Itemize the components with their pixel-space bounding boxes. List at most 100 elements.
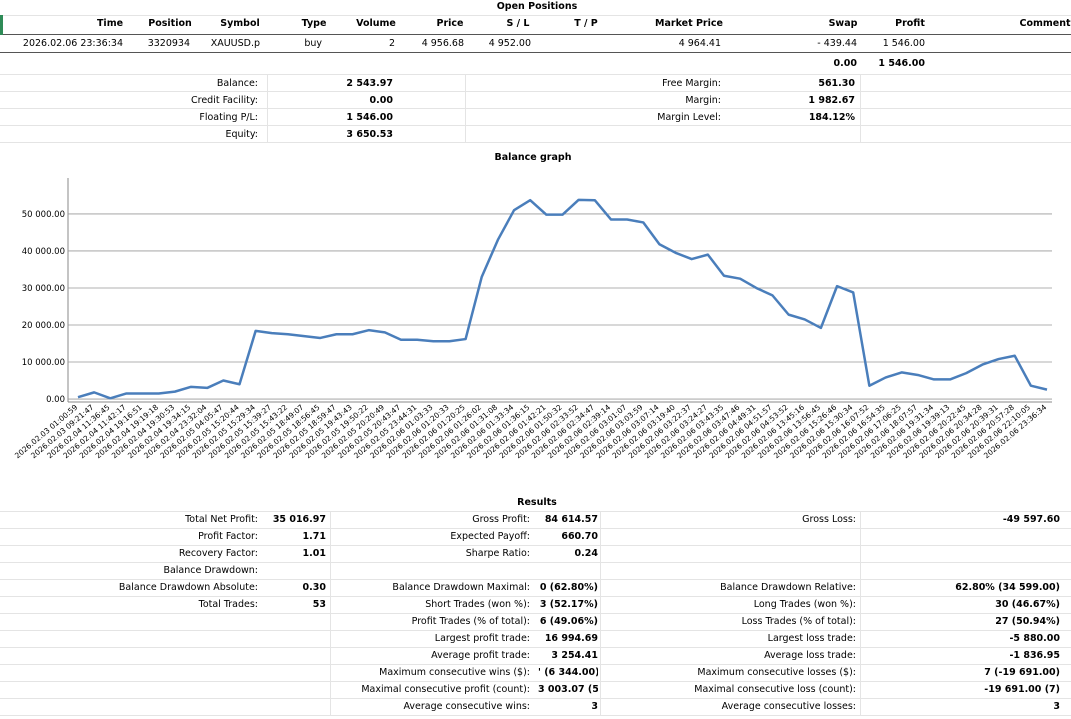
account-value: 561.30 (818, 78, 855, 89)
result-value: 660.70 (561, 531, 598, 542)
position-cell: - 439.44 (817, 38, 857, 49)
result-value: 84 614.57 (544, 514, 598, 525)
result-value: 35 016.97 (272, 514, 326, 525)
result-label: Loss Trades (% of total): (741, 616, 856, 627)
result-label: Largest profit trade: (434, 633, 530, 644)
chart-title: Balance graph (494, 152, 572, 163)
grid-line (330, 511, 331, 715)
section-title: Open Positions (496, 1, 578, 12)
position-cell: 1 546.00 (882, 38, 925, 49)
grid-line (0, 545, 1071, 546)
column-header: Volume (356, 18, 396, 29)
result-value: 30 (46.67%) (995, 599, 1060, 610)
position-cell: 3320934 (147, 38, 190, 49)
result-value: 6 (49.06%) (539, 616, 598, 627)
result-label: Expected Payoff: (450, 531, 530, 542)
account-label: Balance: (216, 78, 258, 89)
result-label: Maximal consecutive loss (count): (694, 684, 856, 695)
grid-line (0, 74, 1071, 75)
result-label: Average consecutive losses: (721, 701, 856, 712)
grid-line (0, 511, 1071, 512)
column-header: Type (301, 18, 327, 29)
grid-line (0, 528, 1071, 529)
position-cell: 2 (388, 38, 395, 49)
grid-line (0, 579, 1071, 580)
grid-line (0, 630, 1071, 631)
grid-line (0, 596, 1071, 597)
result-label: Gross Profit: (472, 514, 530, 525)
account-value: 0.00 (369, 95, 393, 106)
result-label: Maximal consecutive profit (count): (361, 684, 530, 695)
grid-line (0, 562, 1071, 563)
result-value: 3 254.41 (551, 650, 598, 661)
grid-line (0, 142, 1071, 143)
grid-line (465, 74, 466, 142)
column-header: Time (96, 18, 124, 29)
column-header: S / L (506, 18, 530, 29)
result-label: Average consecutive wins: (403, 701, 530, 712)
result-value: 53 (312, 599, 326, 610)
result-label: Maximum consecutive losses ($): (697, 667, 856, 678)
account-value: 1 546.00 (346, 112, 393, 123)
grid-line (860, 511, 861, 715)
account-label: Margin Level: (657, 112, 721, 123)
y-tick-label: 0.00 (46, 395, 65, 405)
result-label: Balance Drawdown Absolute: (118, 582, 258, 593)
result-value: -5 880.00 (1009, 633, 1060, 644)
column-header: Position (148, 18, 192, 29)
account-label: Margin: (685, 95, 721, 106)
result-value: ' (6 344.00) (538, 667, 598, 678)
result-label: Sharpe Ratio: (465, 548, 530, 559)
position-cell: buy (304, 38, 322, 49)
row-marker (0, 15, 3, 35)
position-cell: 4 952.00 (488, 38, 531, 49)
result-value: 0.24 (574, 548, 598, 559)
column-header: Comment (1019, 18, 1071, 29)
result-value: 3 (1053, 701, 1060, 712)
row-border (0, 52, 1071, 53)
account-value: 184.12% (808, 112, 855, 123)
result-label: Recovery Factor: (178, 548, 258, 559)
position-cell: XAUUSD.p (210, 38, 260, 49)
result-value: 27 (50.94%) (995, 616, 1060, 627)
account-label: Free Margin: (662, 78, 721, 89)
grid-line (0, 108, 1071, 109)
result-label: Total Trades: (198, 599, 258, 610)
account-label: Credit Facility: (190, 95, 258, 106)
y-tick-label: 30 000.00 (22, 284, 65, 294)
result-label: Total Net Profit: (185, 514, 258, 525)
result-value: 16 994.69 (544, 633, 598, 644)
grid-line (0, 664, 1071, 665)
grid-line (0, 715, 1071, 716)
y-tick-label: 10 000.00 (22, 358, 65, 368)
grid-line (0, 15, 1071, 16)
result-label: Balance Drawdown: (163, 565, 258, 576)
column-header: Swap (828, 18, 858, 29)
position-cell: 4 964.41 (678, 38, 721, 49)
result-value: 0.30 (302, 582, 326, 593)
result-value: -1 836.95 (1009, 650, 1060, 661)
balance-line (77, 198, 1048, 400)
result-label: Largest loss trade: (767, 633, 856, 644)
account-label: Equity: (225, 129, 258, 140)
y-tick-label: 50 000.00 (22, 210, 65, 220)
result-label: Gross Loss: (802, 514, 856, 525)
result-value: -19 691.00 (7) (984, 684, 1060, 695)
result-label: Profit Trades (% of total): (411, 616, 530, 627)
account-value: 3 650.53 (346, 129, 393, 140)
result-label: Maximum consecutive wins ($): (379, 667, 530, 678)
account-label: Floating P/L: (199, 112, 258, 123)
column-header: Market Price (655, 18, 723, 29)
result-label: Average profit trade: (431, 650, 530, 661)
result-label: Short Trades (won %): (425, 599, 530, 610)
result-label: Profit Factor: (198, 531, 258, 542)
grid-line (267, 74, 268, 142)
grid-line (0, 647, 1071, 648)
result-value: 1.01 (302, 548, 326, 559)
column-header: Profit (895, 18, 925, 29)
column-header: Price (436, 18, 464, 29)
result-value: 3 (52.17%) (539, 599, 598, 610)
grid-line (0, 125, 1071, 126)
account-value: 2 543.97 (346, 78, 393, 89)
